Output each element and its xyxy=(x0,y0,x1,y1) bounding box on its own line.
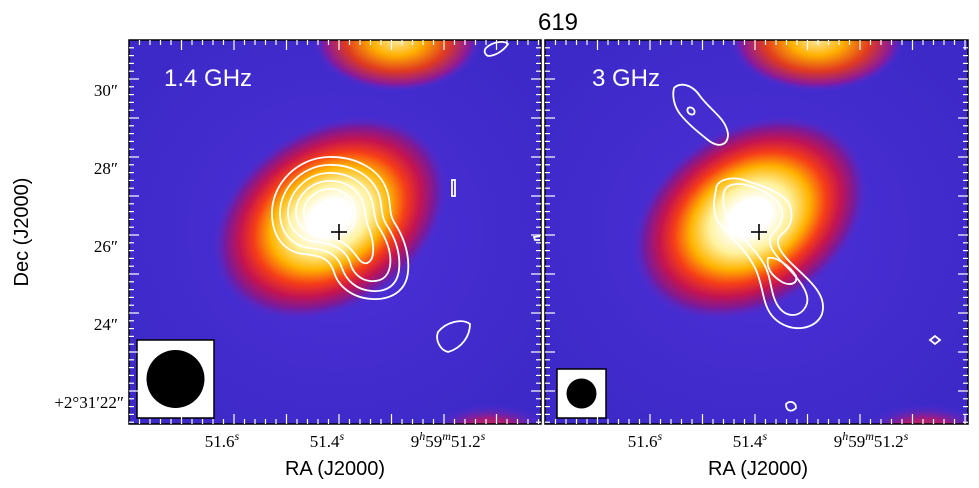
y-tick-label: 28″ xyxy=(94,159,118,178)
y-tick-label: +2°31′22″ xyxy=(54,393,124,412)
figure-title: 619 xyxy=(538,9,578,36)
axis-ticks xyxy=(129,40,541,424)
x-tick-label: 9h59m51.2s xyxy=(411,429,486,451)
companion-source-corner xyxy=(432,404,541,424)
host-galaxy-emission xyxy=(631,114,869,322)
axis-ticks xyxy=(545,40,968,424)
radio-contours xyxy=(672,83,942,412)
x-tick-label: 51.6s xyxy=(205,429,240,451)
source-position-cross xyxy=(751,224,767,240)
x-axis-label-right: RA (J2000) xyxy=(708,458,808,480)
beam-ellipse xyxy=(566,378,597,409)
x-tick-label: 9h59m51.2s xyxy=(834,429,909,451)
companion-source-top xyxy=(312,40,482,92)
source-position-cross xyxy=(331,224,347,240)
radio-contours xyxy=(271,41,541,353)
y-axis-label: Dec (J2000) xyxy=(11,178,33,287)
x-tick-label: 51.6s xyxy=(628,429,663,451)
x-tick-label: 51.4s xyxy=(310,429,345,451)
panel-1p4ghz-overlay: 1.4 GHz xyxy=(128,39,542,425)
panel-3ghz-overlay: 3 GHz xyxy=(544,39,969,425)
y-tick-label: 26″ xyxy=(94,237,118,256)
y-tick-label: 30″ xyxy=(94,81,118,100)
panel-1p4ghz-label: 1.4 GHz xyxy=(164,65,252,92)
companion-source-top xyxy=(729,40,905,92)
x-tick-label: 51.4s xyxy=(733,429,768,451)
y-tick-labels: 30″ 28″ 26″ 24″ +2°31′22″ xyxy=(54,81,124,412)
x-axis-label-left: RA (J2000) xyxy=(285,458,385,480)
panel-frame xyxy=(128,39,542,425)
beam-box xyxy=(136,339,215,419)
beam-ellipse xyxy=(146,350,205,408)
panel-frame xyxy=(544,39,969,425)
x-tick-labels-left: 51.6s 51.4s 9h59m51.2s xyxy=(205,429,486,451)
panel-3ghz-label: 3 GHz xyxy=(592,65,660,92)
y-tick-label: 24″ xyxy=(94,315,118,334)
x-tick-labels-right: 51.6s 51.4s 9h59m51.2s xyxy=(628,429,909,451)
beam-box xyxy=(556,368,607,419)
